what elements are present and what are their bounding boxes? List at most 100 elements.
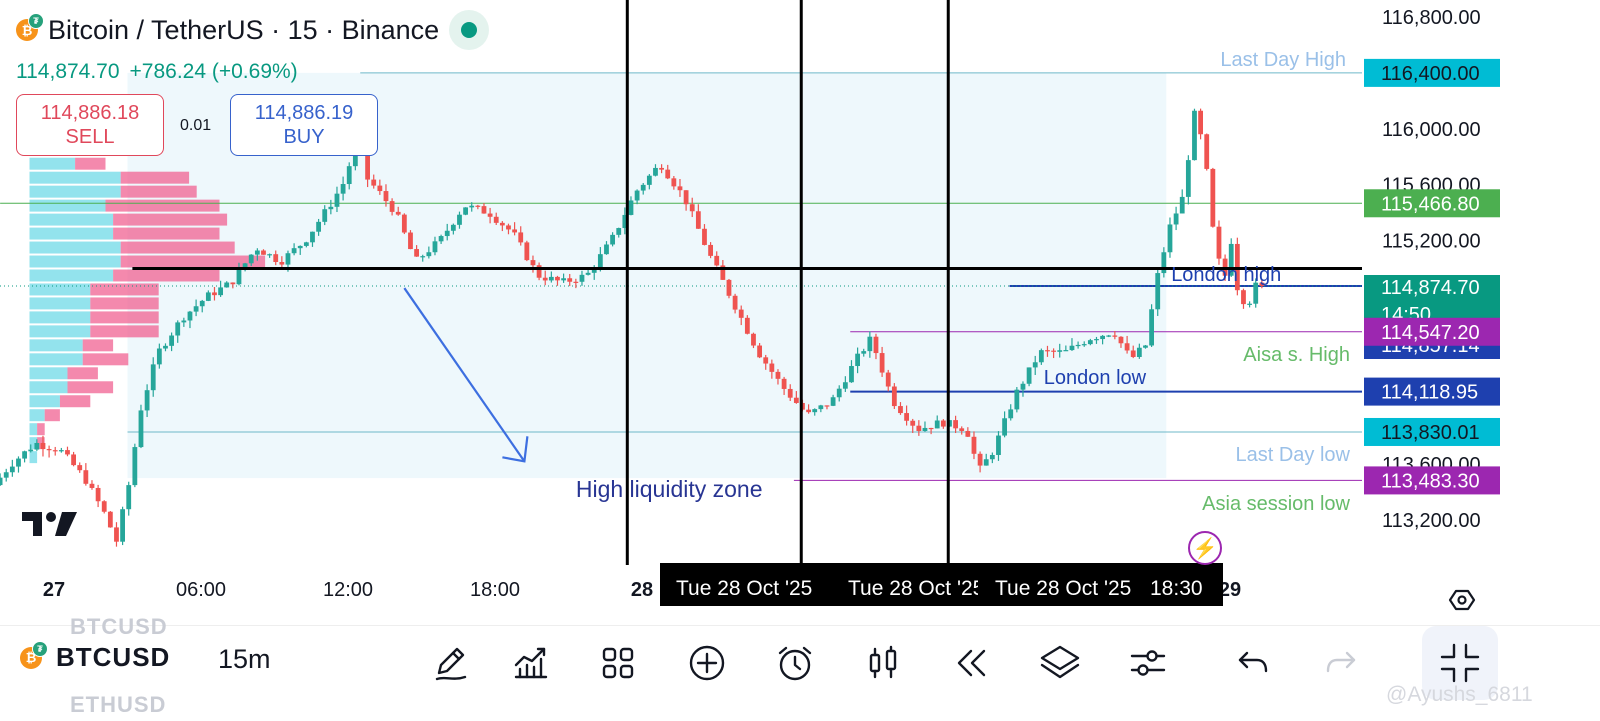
candle-body xyxy=(236,269,242,285)
add-icon[interactable] xyxy=(682,638,732,688)
volume-profile-buy-bar xyxy=(29,297,91,310)
candle-body xyxy=(156,348,162,365)
candle-body xyxy=(1143,345,1148,348)
level-label: Asia session low xyxy=(1202,493,1350,515)
candle-body xyxy=(720,265,726,280)
order-quantity[interactable]: 0.01 xyxy=(180,117,212,134)
tether-icon: ₮ xyxy=(28,13,44,29)
level-label: London low xyxy=(1044,367,1147,389)
candle-body xyxy=(34,442,40,450)
candle-body xyxy=(205,292,211,301)
candle-body xyxy=(861,351,867,354)
market-open-indicator[interactable] xyxy=(449,10,490,50)
candle-body xyxy=(983,459,989,466)
chart-settings-icon[interactable] xyxy=(1448,586,1476,619)
candle-body xyxy=(732,295,738,310)
candle-body xyxy=(114,527,119,542)
candle-body xyxy=(499,222,505,226)
undo-icon[interactable] xyxy=(1228,638,1278,688)
candle-body xyxy=(524,242,530,261)
bitcoin-icon: ₿ ₮ xyxy=(16,13,44,41)
candle-body xyxy=(867,336,873,352)
candle-body xyxy=(52,450,58,452)
candle-body xyxy=(0,477,3,486)
layers-icon[interactable] xyxy=(1035,638,1085,688)
price-change: +786.24 (+0.69%) xyxy=(129,60,298,83)
candle-body xyxy=(316,221,321,232)
candle-body xyxy=(536,265,542,278)
candle-body xyxy=(934,420,940,429)
candle-body xyxy=(132,447,138,486)
candle-body xyxy=(28,449,34,452)
alert-clock-icon[interactable] xyxy=(770,638,820,688)
candle-body xyxy=(812,409,818,413)
candle-body xyxy=(346,166,352,185)
indicators-icon[interactable] xyxy=(505,638,555,688)
candle-body xyxy=(1081,344,1087,346)
candle-body xyxy=(585,272,591,275)
candle-body xyxy=(610,234,615,245)
candle-body xyxy=(273,254,279,262)
price-badge-label: 114,547.20 xyxy=(1381,322,1480,344)
volume-profile-sell-bar xyxy=(120,171,190,184)
candle-body xyxy=(414,249,419,257)
symbol-title[interactable]: Bitcoin / TetherUS · 15 · Binance xyxy=(48,14,440,45)
lightning-icon[interactable]: ⚡ xyxy=(1188,531,1222,565)
price-badge-label: 114,874.70 xyxy=(1381,277,1480,299)
chart-type-candles-icon[interactable] xyxy=(858,638,908,688)
crosshair-time-label: Tue 28 Oct '25 xyxy=(676,577,812,600)
candle-body xyxy=(781,378,787,389)
candle-body xyxy=(555,276,560,281)
candle-body xyxy=(904,413,909,421)
candle-body xyxy=(1038,350,1044,363)
price-chart[interactable]: Last Day High London high Aisa s. High Lond… xyxy=(0,0,1600,620)
exit-fullscreen-icon[interactable] xyxy=(1422,626,1498,700)
previous-symbol[interactable]: BTCUSD xyxy=(70,614,168,639)
candle-body xyxy=(457,214,462,225)
candle-body xyxy=(212,292,217,296)
price-badge-label: 115,466.80 xyxy=(1381,193,1480,215)
candle-body xyxy=(83,470,89,484)
replay-icon[interactable] xyxy=(946,638,996,688)
candle-body xyxy=(22,451,27,459)
volume-profile-sell-bar xyxy=(90,297,159,310)
candle-body xyxy=(340,184,346,194)
candle-body xyxy=(9,466,15,473)
symbol-tether-icon: ₮ xyxy=(32,640,48,657)
next-symbol[interactable]: ETHUSD xyxy=(70,692,167,717)
candle-body xyxy=(1259,282,1265,287)
candle-body xyxy=(224,282,230,288)
candle-body xyxy=(334,193,340,207)
candle-body xyxy=(659,167,664,170)
drawing-tools-icon[interactable] xyxy=(426,638,476,688)
candle-body xyxy=(683,190,689,205)
crosshair-time-label: Tue 28 Oct '25 xyxy=(995,577,1131,600)
buy-button[interactable]: 114,886.19 BUY xyxy=(230,94,378,156)
volume-profile-sell-bar xyxy=(59,395,91,408)
candle-body xyxy=(959,428,965,431)
chart-settings-sliders-icon[interactable] xyxy=(1123,638,1173,688)
candle-body xyxy=(395,211,401,215)
candle-body xyxy=(444,230,450,237)
templates-icon[interactable] xyxy=(593,638,643,688)
timeframe-button[interactable]: 15m xyxy=(218,644,271,674)
candle-body xyxy=(518,232,524,243)
candle-body xyxy=(922,427,928,432)
candle-body xyxy=(1032,362,1038,368)
symbol-selector[interactable]: ₿ ₮ BTCUSD xyxy=(20,640,170,673)
candle-body xyxy=(181,320,187,323)
candle-body xyxy=(965,430,971,437)
candle-body xyxy=(297,245,303,249)
candle-body xyxy=(567,278,573,282)
sell-button[interactable]: 114,886.18 SELL xyxy=(16,94,164,156)
candle-body xyxy=(806,409,811,413)
candle-body xyxy=(597,254,603,269)
x-axis-tick: 18:00 xyxy=(470,579,520,601)
candle-body xyxy=(842,382,848,389)
crosshair-time-bar xyxy=(660,563,1223,606)
price-badge-label: 113,483.30 xyxy=(1381,470,1480,492)
redo-icon[interactable] xyxy=(1316,638,1366,688)
candle-body xyxy=(65,450,70,455)
candle-body xyxy=(279,261,285,265)
candle-body xyxy=(708,244,713,256)
